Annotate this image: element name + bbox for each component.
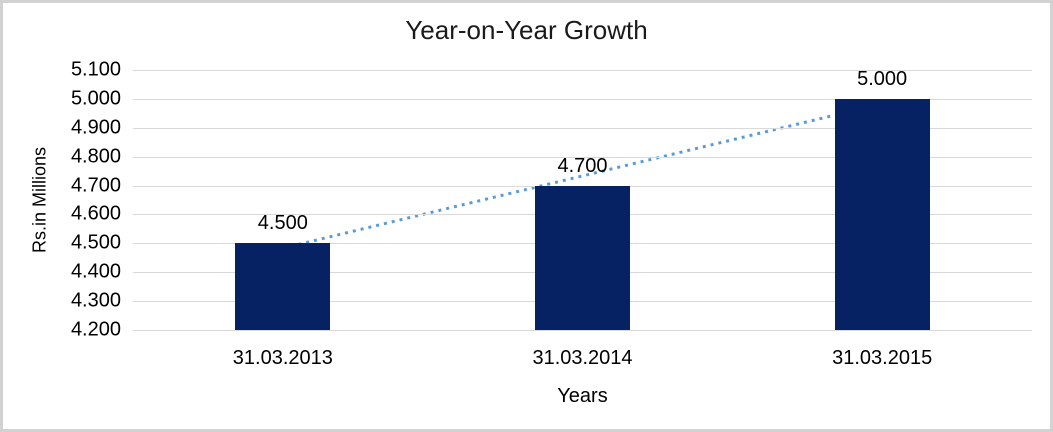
x-axis-title: Years bbox=[557, 385, 608, 407]
y-axis-tick-labels: 5.100 5.000 4.900 4.800 4.700 4.600 4.500 4.400… bbox=[3, 59, 121, 341]
bar bbox=[834, 98, 930, 330]
y-axis-tick-label: 4.600 bbox=[70, 202, 121, 225]
y-axis-tick-label: 4.200 bbox=[70, 318, 121, 341]
y-axis-tick-label: 5.000 bbox=[70, 87, 121, 110]
y-axis-tick-label: 4.300 bbox=[70, 289, 121, 312]
y-axis-tick-label: 4.500 bbox=[70, 231, 121, 254]
gridline bbox=[133, 330, 1032, 331]
data-label: 5.000 bbox=[857, 67, 908, 90]
bar bbox=[235, 243, 331, 330]
y-axis-tick-label: 4.800 bbox=[70, 145, 121, 168]
x-axis-tick-label: 31.03.2015 bbox=[832, 347, 933, 369]
bar bbox=[535, 185, 630, 330]
plot-area: 4.500 4.700 5.000 bbox=[133, 67, 1032, 331]
y-axis-tick-label: 4.700 bbox=[70, 174, 121, 197]
gridline bbox=[133, 127, 1032, 129]
y-axis-tick-label: 4.400 bbox=[70, 260, 121, 283]
y-axis-tick-label: 5.100 bbox=[70, 58, 121, 81]
gridline bbox=[133, 156, 1032, 158]
data-label: 4.500 bbox=[257, 212, 308, 235]
gridline bbox=[133, 98, 1032, 100]
chart-title: Year-on-Year Growth bbox=[405, 15, 648, 45]
x-axis-labels: 31.03.2013 31.03.2014 31.03.2015 bbox=[133, 347, 1032, 371]
x-axis-tick-label: 31.03.2014 bbox=[532, 347, 633, 369]
y-axis-tick-label: 4.900 bbox=[70, 116, 121, 139]
x-axis-tick-label: 31.03.2013 bbox=[232, 347, 333, 369]
gridline bbox=[133, 70, 1032, 71]
data-label: 4.700 bbox=[557, 154, 608, 177]
